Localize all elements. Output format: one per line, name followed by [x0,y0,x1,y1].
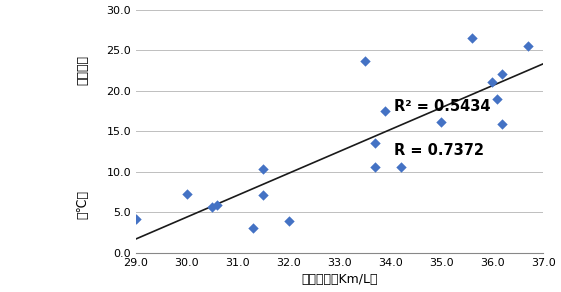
Text: R² = 0.5434: R² = 0.5434 [394,100,491,114]
Point [493,96,502,101]
Point [523,44,532,48]
Point [182,192,191,196]
Point [208,204,217,209]
Point [467,36,476,40]
Point [131,217,140,221]
Point [396,165,405,169]
Point [437,120,446,125]
Point [381,109,390,113]
Text: 平均気温: 平均気温 [76,55,89,86]
Point [371,165,380,169]
Point [371,141,380,146]
X-axis label: 平均燃費（Km/L）: 平均燃費（Km/L） [301,273,378,286]
Point [498,122,507,126]
Point [488,79,496,84]
Point [361,58,370,63]
Point [284,218,293,223]
Text: （℃）: （℃） [76,190,89,219]
Point [213,203,222,208]
Point [259,192,268,197]
Text: R = 0.7372: R = 0.7372 [394,143,485,158]
Point [498,72,507,77]
Point [259,166,268,171]
Point [249,225,257,230]
